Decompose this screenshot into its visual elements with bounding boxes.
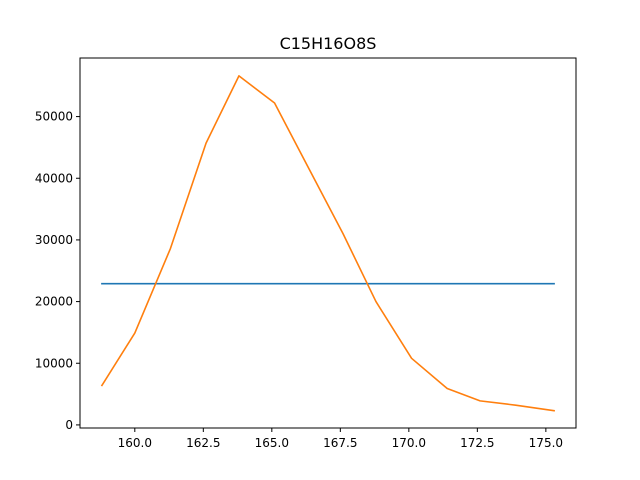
series-layer <box>100 75 555 412</box>
chart-title: C15H16O8S <box>280 34 377 53</box>
y-tick-label: 30000 <box>35 233 73 247</box>
y-tick-label: 0 <box>65 418 73 432</box>
series-line-2 <box>100 75 555 412</box>
y-tick-label: 10000 <box>35 356 73 370</box>
x-tick-label: 160.0 <box>118 436 152 450</box>
y-tick-label: 50000 <box>35 110 73 124</box>
plot-area-frame <box>79 57 577 429</box>
x-tick-label: 162.5 <box>186 436 220 450</box>
y-tick-label: 40000 <box>35 171 73 185</box>
x-tick-label: 172.5 <box>460 436 494 450</box>
x-tick-label: 175.0 <box>529 436 563 450</box>
x-axis: 160.0 162.5 165.0 167.5 170.0 172.5 175.0 <box>118 428 563 450</box>
y-tick-label: 20000 <box>35 295 73 309</box>
x-tick-label: 170.0 <box>392 436 426 450</box>
y-axis: 0 10000 20000 30000 40000 50000 <box>35 110 80 432</box>
x-tick-label: 167.5 <box>323 436 357 450</box>
x-tick-label: 165.0 <box>255 436 289 450</box>
